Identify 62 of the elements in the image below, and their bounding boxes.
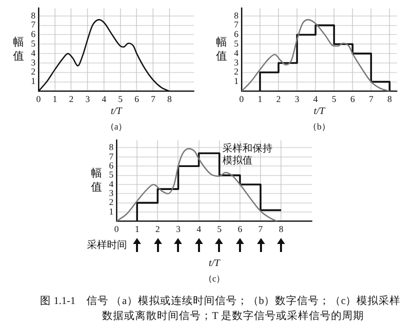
y-tick-label: 1 [31,76,36,86]
y-tick-label: 6 [109,160,114,170]
x-tick-label: 2 [155,224,160,234]
annotation: 采样和保持模拟值 [222,142,272,166]
text: （b） [308,122,330,132]
y-tick-label: 1 [109,206,114,216]
y-tick-label: 7 [31,20,36,30]
text: （c） [203,274,226,284]
y-tick-label: 1 [234,76,238,86]
y-tick-label: 3 [234,57,239,68]
y-tick-label: 8 [234,10,239,20]
x-tick-label: 8 [387,94,392,104]
x-tick-label: 1 [258,94,262,104]
x-tick-label: 5 [118,94,124,104]
x-axis-title: t/T [110,106,124,117]
y-tick-label: 2 [31,66,36,77]
y-tick-label: 4 [109,178,114,189]
y-tick-label: 4 [234,48,239,58]
y-tick-label: 5 [234,38,239,49]
x-tick-label: 1 [52,94,58,104]
x-tick-label: 2 [68,94,74,104]
y-tick-label: 3 [31,57,36,68]
x-tick-label: 8 [278,224,284,234]
x-tick-label: 4 [196,224,202,234]
y-tick-label: 5 [109,170,114,180]
y-axis-title: 幅值 [216,36,227,63]
x-tick-label: 0 [239,94,244,104]
x-tick-label: 6 [134,94,140,104]
x-tick-label: 4 [313,94,318,104]
y-tick-label: 8 [31,10,36,20]
x-tick-label: 3 [85,94,90,104]
x-tick-label: 0 [114,224,120,234]
y-tick-label: 6 [31,29,36,40]
y-tick-label: 7 [234,20,239,30]
x-tick-label: 5 [217,224,222,234]
y-tick-label: 2 [109,197,114,208]
y-tick-label: 3 [109,188,114,198]
y-tick-label: 6 [234,29,239,40]
x-tick-label: 3 [176,224,181,234]
y-tick-label: 8 [109,142,114,152]
x-tick-label: 8 [167,94,172,104]
y-axis-title: 幅值 [13,36,24,63]
y-tick-label: 4 [31,48,36,58]
x-tick-label: 6 [350,94,356,104]
x-tick-label: 1 [134,224,140,234]
y-axis-title: 幅值 [91,168,102,194]
x-axis-title: t/T [314,106,326,117]
caption: 图 1.1-1 信号 （a）模拟或连续时间信号；（b）数字信号；（c）模拟采样数据或离散时间信号；T 是数字信号或采样信号的周期 [40,294,402,324]
x-tick-label: 4 [102,94,107,104]
x-tick-label: 3 [294,94,300,104]
x-tick-label: 5 [332,94,337,104]
text: 采样时间 [87,238,128,251]
x-tick-label: 7 [258,224,264,234]
x-axis-title: t/T [208,258,222,269]
x-tick-label: 0 [36,94,42,104]
x-tick-label: 7 [150,94,156,104]
x-tick-label: 2 [276,94,281,104]
x-tick-label: 7 [368,94,374,104]
y-tick-label: 2 [234,66,238,77]
y-tick-label: 7 [109,151,114,162]
y-tick-label: 5 [31,38,36,49]
text: （a） [105,122,128,132]
